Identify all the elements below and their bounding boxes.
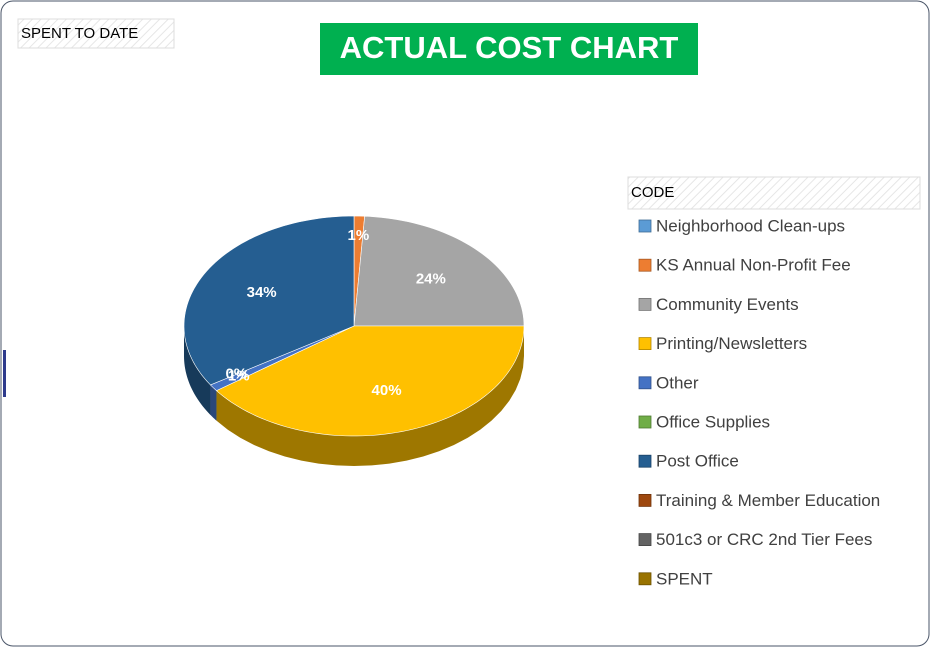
- legend-label: Office Supplies: [656, 412, 770, 431]
- side-marker: [3, 350, 6, 397]
- data-label: 34%: [247, 284, 277, 301]
- legend-label: Printing/Newsletters: [656, 334, 807, 353]
- legend-label: KS Annual Non-Profit Fee: [656, 256, 851, 275]
- slice-side: [210, 384, 217, 421]
- legend-title: CODE: [631, 184, 674, 201]
- annotation-box: [17, 18, 175, 49]
- legend-swatch: [638, 454, 652, 468]
- slice: [183, 215, 355, 386]
- annotation: SPENT TO DATE: [21, 25, 138, 42]
- slice-side: [184, 326, 211, 415]
- data-label: 24%: [416, 270, 446, 287]
- title-box: [320, 23, 698, 75]
- data-label: 1%: [348, 227, 370, 244]
- legend-swatch: [638, 337, 652, 351]
- legend-label: 501c3 or CRC 2nd Tier Fees: [656, 530, 872, 549]
- slice: [215, 325, 525, 437]
- legend-label: Training & Member Education: [656, 491, 880, 510]
- legend-label: Post Office: [656, 452, 739, 471]
- legend-swatch: [638, 297, 652, 311]
- legend-label: SPENT: [656, 569, 713, 588]
- legend-swatch: [638, 376, 652, 390]
- legend-swatch: [638, 493, 652, 507]
- legend-title-box: [627, 176, 921, 210]
- legend-swatch: [638, 572, 652, 586]
- legend-label: Other: [656, 373, 699, 392]
- legend-swatch: [638, 533, 652, 546]
- slice: [353, 215, 525, 327]
- data-label: 1%: [228, 368, 250, 385]
- slice-side: [216, 326, 525, 466]
- legend-label: Community Events: [656, 295, 799, 314]
- legend-swatch: [638, 219, 652, 233]
- legend-label: Neighborhood Clean-ups: [656, 216, 845, 235]
- data-label: 40%: [372, 382, 402, 399]
- data-label: 0%: [225, 365, 247, 382]
- chart-title: ACTUAL COST CHART: [340, 30, 679, 65]
- legend-swatch: [638, 415, 652, 429]
- legend-swatch: [638, 258, 652, 272]
